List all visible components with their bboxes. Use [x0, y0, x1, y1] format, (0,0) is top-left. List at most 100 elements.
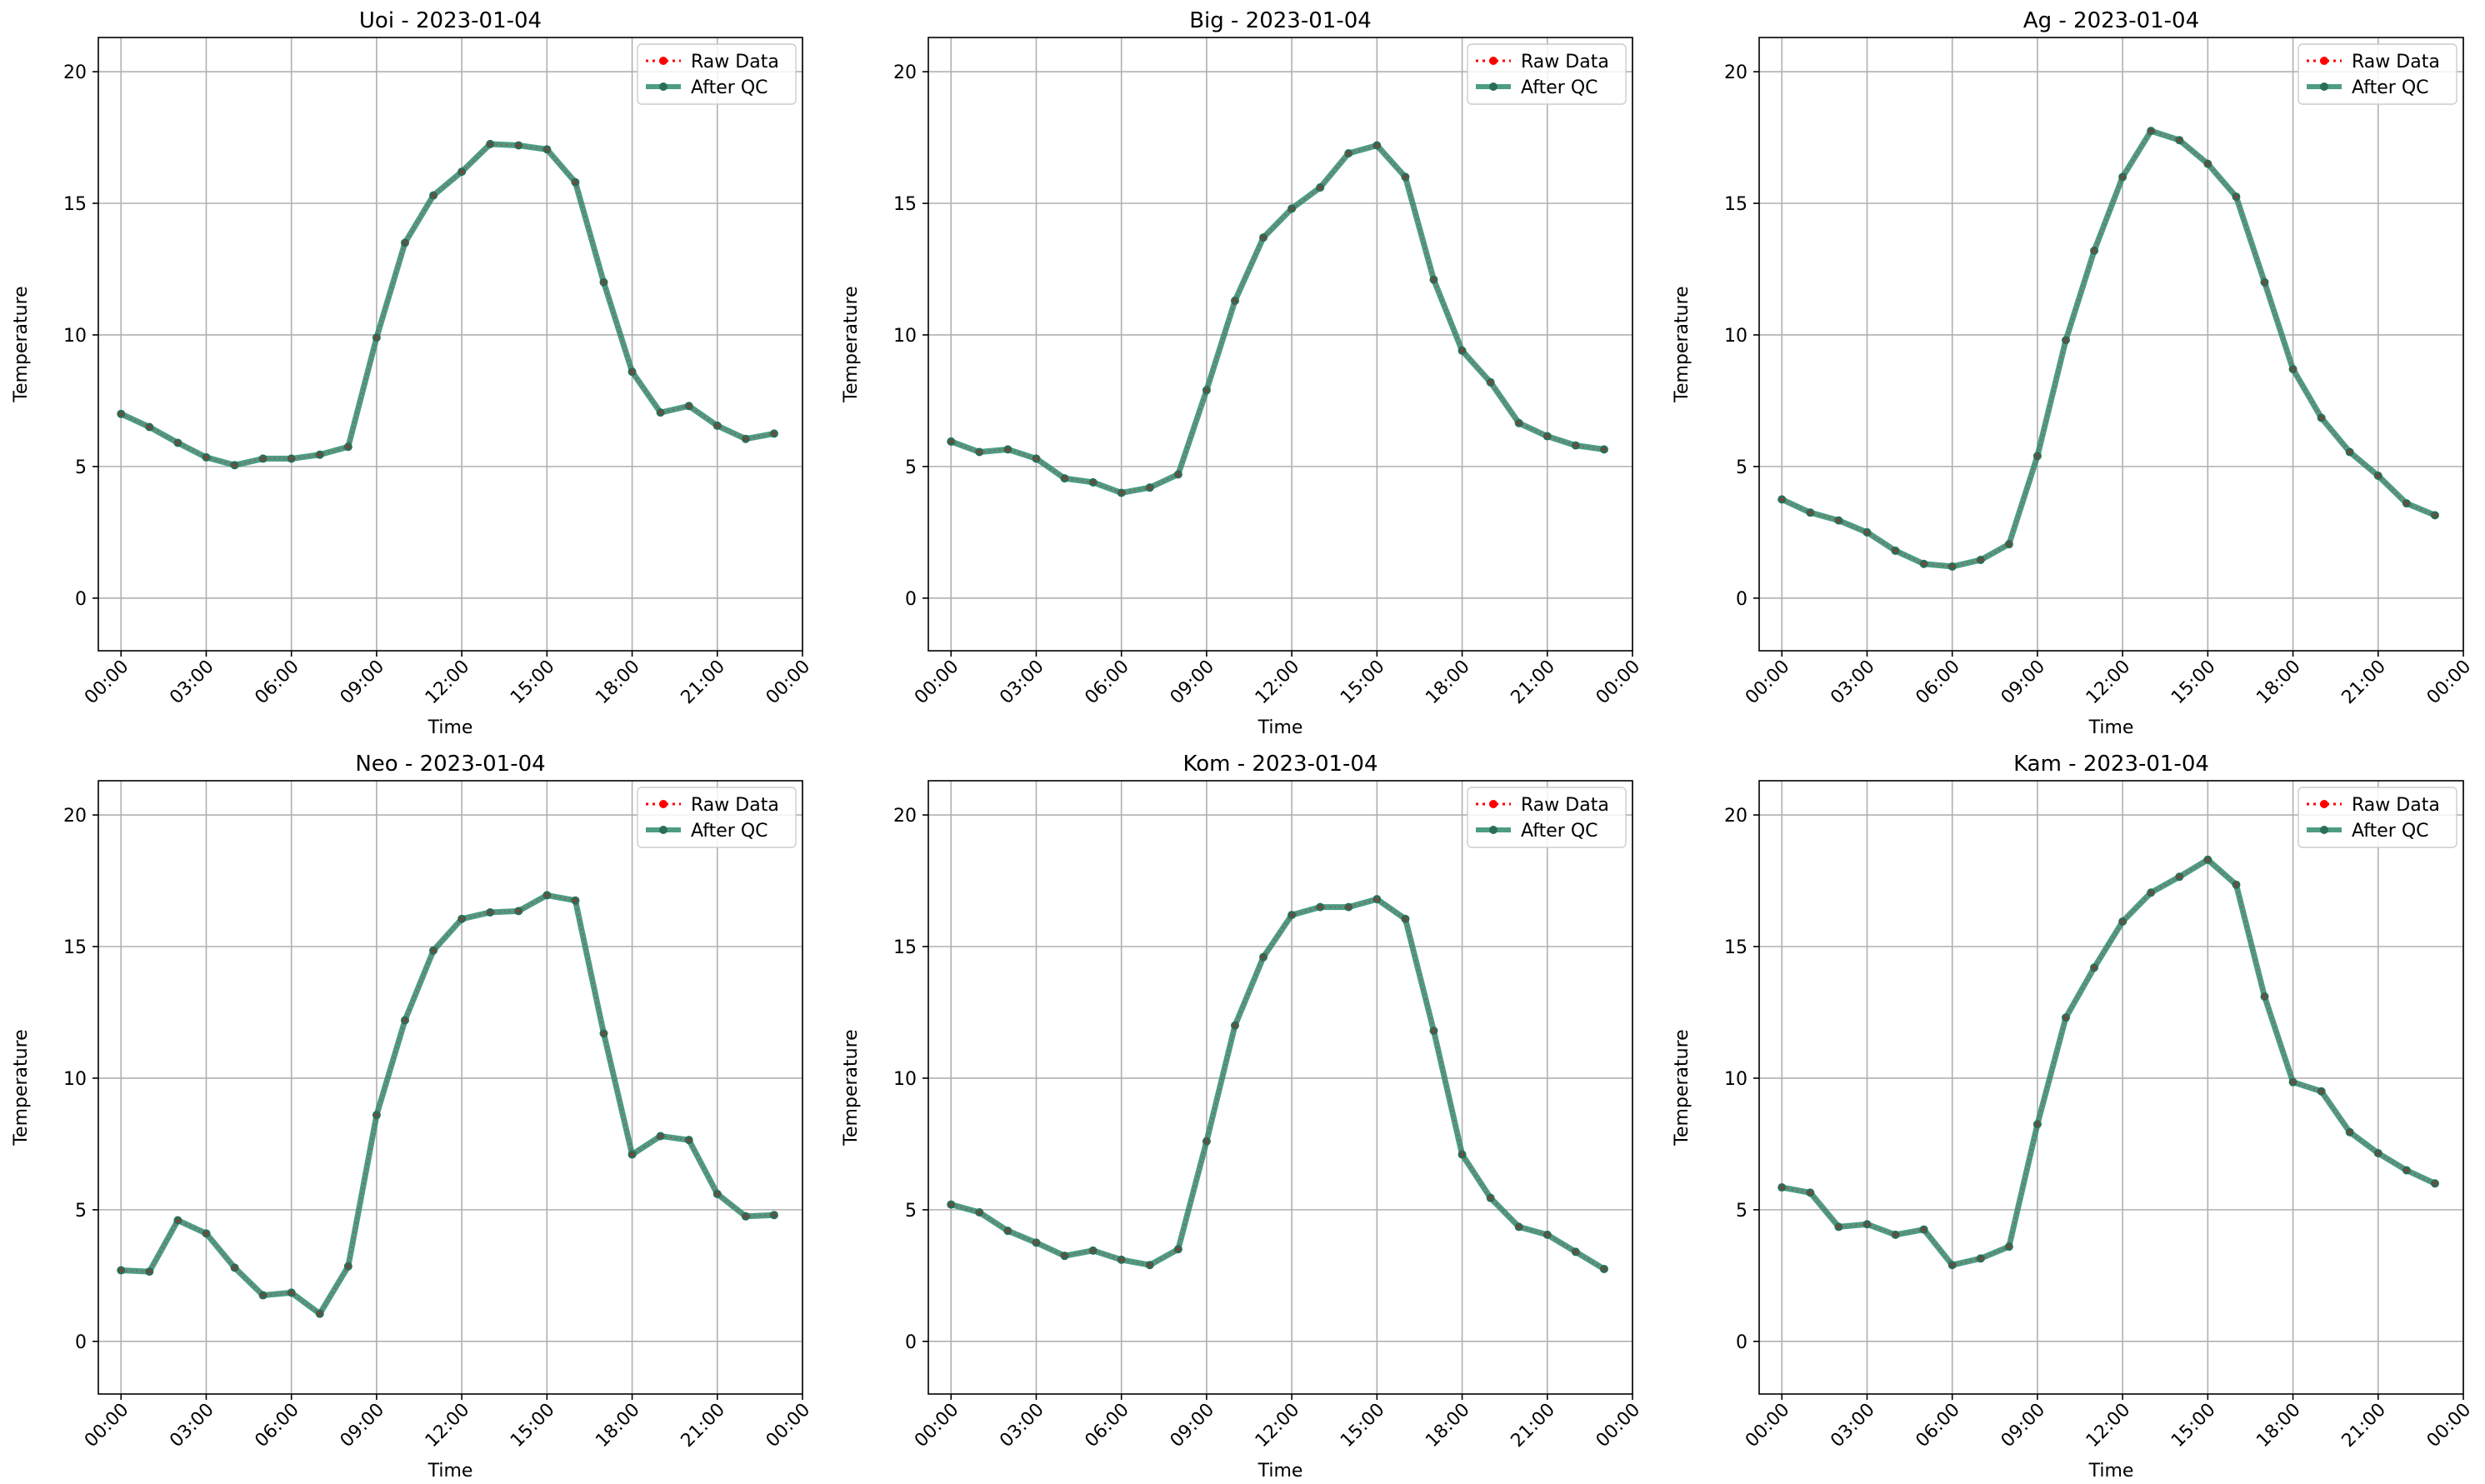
after-qc-point — [2090, 963, 2099, 972]
after-qc-point — [1542, 432, 1552, 441]
raw-data-point — [2348, 449, 2352, 455]
after-qc-point — [1571, 1247, 1580, 1257]
after-qc-point — [2118, 172, 2128, 182]
raw-data-point — [1346, 151, 1351, 156]
y-tick-label: 20 — [893, 806, 917, 827]
raw-data-point — [2120, 174, 2125, 180]
after-qc-point — [1060, 474, 1069, 483]
raw-data-point — [1346, 905, 1351, 910]
after-qc-point — [712, 1189, 722, 1198]
after-qc-point — [1571, 441, 1580, 450]
raw-data-point — [1005, 1228, 1011, 1233]
x-tick-label: 18:00 — [592, 657, 644, 709]
after-qc-point — [2402, 499, 2411, 508]
raw-data-point — [232, 1265, 238, 1270]
after-qc-point — [2430, 1179, 2439, 1188]
legend-item: Raw Data — [646, 795, 779, 816]
legend-marker — [1489, 826, 1498, 834]
x-tick-label: 09:00 — [1998, 1400, 2050, 1452]
legend-item: Raw Data — [1476, 52, 1609, 72]
raw-data-point — [1892, 548, 1898, 553]
x-tick-label: 12:00 — [422, 657, 474, 709]
raw-data-point — [1545, 433, 1550, 439]
after-qc-point — [2317, 1087, 2326, 1096]
x-tick-label: 15:00 — [507, 1400, 559, 1452]
legend-item: Raw Data — [1476, 795, 1609, 816]
subplot-5: 0 5 10 15 20 00:00 03:00 06:00 09:00 12:00 15:00 18… — [841, 752, 1644, 1482]
legend-marker — [1489, 800, 1498, 808]
after-qc-point — [1778, 1183, 1787, 1192]
y-tick-label: 5 — [905, 1201, 917, 1222]
raw-data-point — [772, 1212, 777, 1217]
raw-data-point — [289, 1290, 294, 1295]
series-after-qc — [117, 891, 778, 1318]
plot-frame — [1758, 780, 2464, 1395]
raw-data-point — [715, 423, 720, 428]
after-qc-point — [1599, 445, 1608, 454]
y-tick-label: 0 — [75, 589, 87, 610]
raw-data-point — [1148, 485, 1152, 490]
y-tick-label: 5 — [1736, 457, 1748, 478]
after-qc-point — [571, 177, 580, 187]
plot-frame — [1758, 37, 2464, 652]
raw-data-point — [2035, 453, 2040, 458]
raw-data-line — [120, 142, 775, 467]
raw-data-point — [1062, 1253, 1068, 1258]
raw-data-point — [2376, 473, 2381, 478]
raw-data-point — [2063, 337, 2068, 342]
raw-data-point — [1091, 1248, 1096, 1253]
raw-data-point — [977, 449, 982, 455]
after-qc-point — [712, 421, 722, 430]
raw-data-point — [743, 1214, 748, 1219]
raw-data-point — [1204, 1139, 1209, 1144]
raw-data-point — [2432, 512, 2438, 517]
after-qc-point — [2147, 888, 2156, 897]
legend-item: Raw Data — [646, 52, 779, 72]
raw-data-point — [629, 369, 635, 374]
x-tick-label: 15:00 — [2168, 657, 2220, 709]
after-qc-point — [2373, 471, 2382, 480]
legend-marker — [659, 800, 668, 808]
grid — [1759, 781, 2464, 1394]
after-qc-point — [372, 1111, 381, 1120]
after-qc-point — [2004, 1242, 2013, 1252]
raw-data-point — [2290, 367, 2296, 372]
x-tick-label: 09:00 — [337, 1400, 389, 1452]
x-tick-label: 03:00 — [166, 657, 218, 709]
raw-data-point — [715, 1192, 720, 1197]
y-tick-label: 5 — [75, 1201, 87, 1222]
raw-data-point — [2205, 857, 2210, 862]
x-tick-label: 00:00 — [911, 1400, 963, 1452]
after-qc-point — [2032, 1120, 2042, 1129]
after-qc-line — [1778, 857, 2438, 1268]
chart-title: Uoi - 2023-01-04 — [359, 8, 542, 33]
after-qc-point — [1003, 1227, 1012, 1236]
raw-data-line — [1781, 129, 2436, 568]
x-tick-label: 21:00 — [1508, 1400, 1560, 1452]
x-tick-label: 03:00 — [1827, 657, 1879, 709]
x-tick-label: 21:00 — [2338, 1400, 2391, 1452]
after-qc-point — [1145, 483, 1154, 492]
series-after-qc — [1778, 127, 2439, 571]
y-tick-label: 15 — [63, 937, 87, 958]
legend-marker — [2320, 57, 2328, 65]
after-qc-point — [1834, 516, 1843, 525]
x-axis-label: Time — [1258, 717, 1303, 738]
x-tick-label: 06:00 — [1081, 1400, 1133, 1452]
after-qc-point — [2288, 1077, 2298, 1087]
raw-data-point — [601, 280, 607, 285]
series-raw-data — [118, 892, 777, 1317]
after-qc-point — [1948, 1261, 1957, 1270]
after-qc-point — [2004, 540, 2013, 549]
after-qc-point — [258, 1291, 268, 1300]
raw-data-point — [2319, 415, 2324, 421]
raw-data-point — [572, 898, 578, 903]
series-after-qc — [117, 139, 778, 470]
raw-data-point — [289, 456, 294, 462]
x-tick-label: 15:00 — [2168, 1400, 2220, 1452]
raw-data-point — [658, 410, 663, 415]
after-qc-point — [486, 907, 495, 917]
after-qc-point — [628, 367, 637, 377]
after-qc-point — [628, 1150, 637, 1159]
after-qc-point — [2061, 1013, 2070, 1022]
